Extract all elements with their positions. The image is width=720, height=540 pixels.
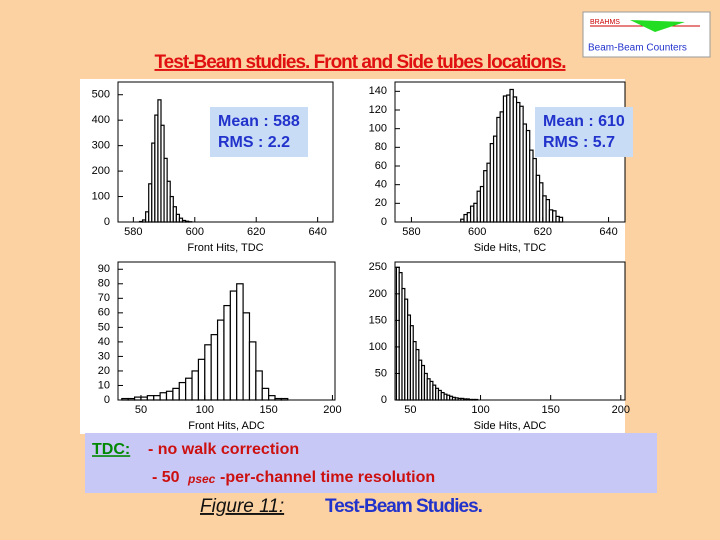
x-tick-label: 150 (259, 404, 277, 416)
caption-figure: Figure 11: (200, 496, 284, 517)
logo-shape (630, 20, 685, 32)
y-tick-label: 140 (369, 85, 387, 97)
x-axis-label: Front Hits, TDC (187, 242, 263, 254)
y-tick-label: 30 (98, 350, 110, 362)
annotation: RMS : 2.2 (218, 134, 290, 151)
notes-line: -per-channel time resolution (220, 469, 435, 486)
x-tick-label: 600 (468, 226, 486, 238)
histogram-bar (185, 377, 193, 401)
logo-subtitle: Beam-Beam Counters (588, 43, 687, 54)
x-axis-label: Side Hits, TDC (474, 242, 547, 254)
axes-frame (117, 261, 336, 401)
y-tick-label: 200 (369, 288, 387, 300)
y-tick-label: 0 (104, 216, 110, 228)
y-tick-label: 80 (375, 141, 387, 153)
x-tick-label: 100 (196, 404, 214, 416)
axes-frame (394, 261, 626, 401)
annotation-box (210, 107, 308, 157)
slide-title: Test-Beam studies. Front and Side tubes … (154, 52, 565, 73)
notes-line: - no walk correction (148, 441, 299, 458)
y-tick-label: 300 (92, 140, 110, 152)
histogram-bar (159, 392, 168, 401)
notes-label: TDC: (92, 441, 130, 458)
y-tick-label: 60 (98, 307, 110, 319)
annotation-box (535, 107, 633, 157)
y-tick-label: 100 (369, 341, 387, 353)
x-tick-label: 580 (124, 226, 142, 238)
notes-unit: psec (187, 472, 216, 486)
histogram-bar (236, 283, 244, 401)
y-tick-label: 70 (98, 292, 110, 304)
annotation: Mean : 610 (543, 113, 625, 130)
y-tick-label: 100 (92, 190, 110, 202)
caption-text: Test-Beam Studies. (325, 496, 482, 517)
histogram-bar (248, 341, 257, 401)
histogram-bar (146, 395, 155, 401)
histogram-bar (191, 370, 200, 401)
plot-panel (80, 79, 625, 434)
axes-frame (117, 81, 334, 223)
y-tick-label: 120 (369, 104, 387, 116)
y-tick-label: 20 (375, 197, 387, 209)
histogram-bar (204, 344, 212, 401)
y-tick-label: 100 (369, 123, 387, 135)
logo-title: BRAHMS (590, 19, 620, 26)
histogram-bar (268, 395, 276, 401)
logo-box (582, 11, 711, 58)
x-tick-label: 600 (186, 226, 204, 238)
x-tick-label: 640 (599, 226, 617, 238)
histogram-bar (165, 390, 174, 401)
histogram-bar (178, 381, 187, 401)
x-tick-label: 640 (308, 226, 326, 238)
histogram-bar (223, 304, 231, 401)
histogram-bar (558, 216, 564, 223)
y-tick-label: 50 (98, 321, 110, 333)
notes-box (85, 433, 657, 493)
y-tick-label: 250 (369, 261, 387, 273)
y-tick-label: 50 (375, 367, 387, 379)
y-tick-label: 10 (98, 379, 110, 391)
annotation: RMS : 5.7 (543, 134, 615, 151)
y-tick-label: 0 (381, 394, 387, 406)
x-tick-label: 200 (323, 404, 341, 416)
x-axis-label: Front Hits, ADC (188, 420, 264, 432)
y-tick-label: 60 (375, 160, 387, 172)
y-tick-label: 20 (98, 365, 110, 377)
y-tick-label: 400 (92, 114, 110, 126)
x-tick-label: 620 (247, 226, 265, 238)
x-tick-label: 580 (402, 226, 420, 238)
annotation: Mean : 588 (218, 113, 300, 130)
y-tick-label: 0 (381, 216, 387, 228)
y-tick-label: 500 (92, 89, 110, 101)
notes-line: - 50 (152, 469, 180, 486)
x-axis-label: Side Hits, ADC (474, 420, 547, 432)
x-tick-label: 200 (612, 404, 630, 416)
histogram-bar (242, 312, 251, 401)
x-tick-label: 620 (534, 226, 552, 238)
histogram-bar (210, 334, 219, 401)
y-tick-label: 150 (369, 314, 387, 326)
histogram-bar (172, 387, 180, 401)
y-tick-label: 90 (98, 263, 110, 275)
y-tick-label: 40 (98, 336, 110, 348)
y-tick-label: 40 (375, 179, 387, 191)
histogram-bar (255, 370, 263, 401)
x-tick-label: 150 (541, 404, 559, 416)
histogram-bar (197, 358, 206, 401)
x-tick-label: 50 (135, 404, 147, 416)
y-tick-label: 80 (98, 278, 110, 290)
histogram-bar (216, 319, 225, 401)
y-tick-label: 0 (104, 394, 110, 406)
x-tick-label: 50 (404, 404, 416, 416)
x-tick-label: 100 (471, 404, 489, 416)
histogram-bar (261, 387, 270, 401)
y-tick-label: 200 (92, 165, 110, 177)
histogram-bar (229, 290, 238, 401)
histogram-bar (153, 395, 161, 401)
